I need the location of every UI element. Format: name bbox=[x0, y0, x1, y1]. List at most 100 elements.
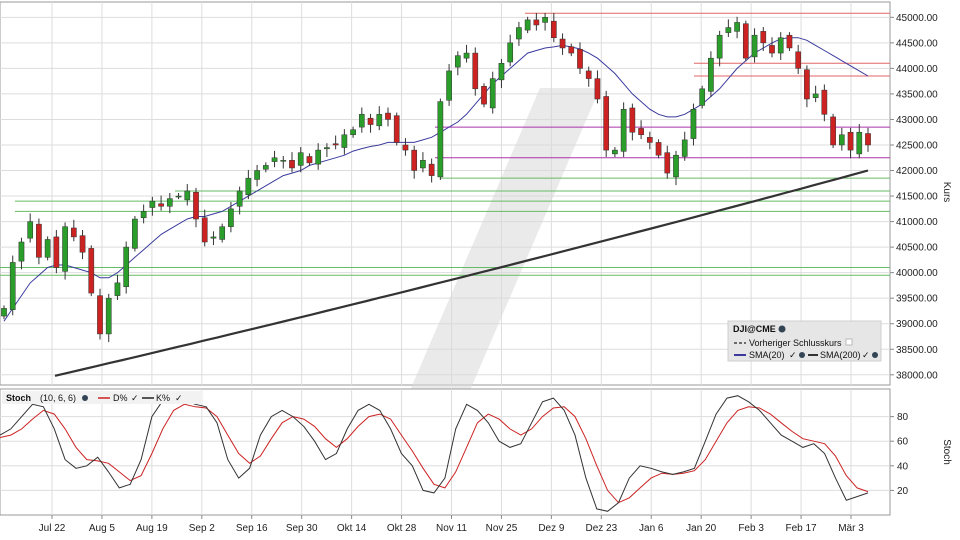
x-tick-label: Sep 30 bbox=[286, 523, 318, 534]
candle-body bbox=[18, 241, 25, 262]
candle-body bbox=[367, 117, 374, 125]
x-tick-label: Aug 5 bbox=[89, 523, 116, 534]
candle-body bbox=[838, 134, 845, 146]
candle-body bbox=[332, 143, 339, 146]
candle-body bbox=[865, 133, 871, 146]
legend-sma20: SMA(20) bbox=[749, 350, 785, 360]
candle-body bbox=[446, 70, 452, 101]
candle-body bbox=[166, 198, 173, 207]
globe-icon[interactable] bbox=[82, 395, 88, 401]
x-tick-label: Jul 22 bbox=[39, 523, 66, 534]
watermark-logo bbox=[380, 88, 600, 460]
candle-body bbox=[175, 195, 182, 198]
check-icon[interactable]: ✓ bbox=[175, 393, 183, 403]
support-resistance-lines bbox=[0, 12, 890, 276]
y-tick-label: 41000.00 bbox=[896, 217, 938, 228]
candle-body bbox=[725, 27, 732, 33]
candle-body bbox=[516, 27, 522, 40]
check-icon[interactable]: ✓ bbox=[862, 350, 870, 360]
stoch-k-line bbox=[0, 395, 869, 512]
check-icon[interactable]: ✓ bbox=[131, 393, 139, 403]
sma200-line bbox=[54, 169, 869, 377]
y-tick-label: 44500.00 bbox=[896, 38, 938, 49]
candle-body bbox=[1, 308, 7, 317]
candle-body bbox=[236, 190, 243, 207]
legend-sma200: SMA(200) bbox=[820, 350, 861, 360]
price-axis-label: Kurs bbox=[941, 182, 952, 203]
y-tick-label: 43500.00 bbox=[896, 89, 938, 100]
candle-body bbox=[219, 226, 226, 240]
x-tick-label: Jan 6 bbox=[639, 523, 664, 534]
y-tick-label: 39500.00 bbox=[896, 294, 938, 305]
legend-title: DJI@CME bbox=[733, 324, 776, 334]
stoch-tick-label: 80 bbox=[897, 412, 909, 423]
stoch-axis-label: Stoch bbox=[941, 439, 952, 465]
y-tick-label: 40000.00 bbox=[896, 268, 938, 279]
candle-body bbox=[699, 88, 706, 106]
candle-body bbox=[524, 19, 531, 31]
candle-body bbox=[454, 55, 461, 68]
globe-icon[interactable] bbox=[872, 352, 878, 358]
y-tick-label: 42000.00 bbox=[896, 166, 938, 177]
candle-body bbox=[393, 115, 400, 143]
candle-body bbox=[105, 297, 112, 335]
candle-body bbox=[70, 227, 77, 238]
candle-body bbox=[376, 114, 383, 127]
y-tick-label: 38500.00 bbox=[896, 345, 938, 356]
candle-body bbox=[795, 51, 802, 69]
candle-body bbox=[341, 134, 348, 148]
y-tick-label: 40500.00 bbox=[896, 243, 938, 254]
candle-body bbox=[664, 152, 671, 174]
globe-icon[interactable] bbox=[778, 325, 786, 333]
candle-body bbox=[489, 78, 496, 109]
candle-body bbox=[210, 236, 217, 239]
candle-body bbox=[568, 46, 575, 54]
candle-body bbox=[804, 69, 810, 100]
candle-body bbox=[201, 217, 208, 243]
candle-body bbox=[306, 156, 313, 164]
candle-body bbox=[27, 221, 34, 239]
stoch-d-line bbox=[0, 403, 869, 504]
legend-checkbox[interactable] bbox=[845, 338, 853, 346]
candle-body bbox=[132, 218, 138, 249]
stoch-tick-label: 20 bbox=[897, 486, 909, 497]
x-tick-label: Nov 11 bbox=[436, 523, 467, 534]
candle-body bbox=[786, 34, 793, 49]
y-tick-label: 39000.00 bbox=[896, 319, 938, 330]
candle-body bbox=[123, 246, 130, 287]
candle-body bbox=[44, 239, 51, 258]
date-axis: Jul 22 Aug 5 Aug 19 Sep 2 Sep 16 Sep 30 Okt 14… bbox=[39, 515, 864, 534]
candle-body bbox=[420, 160, 426, 169]
candle-body bbox=[97, 295, 103, 335]
x-tick-label: Sep 2 bbox=[189, 523, 216, 534]
candle-body bbox=[673, 154, 679, 178]
candle-body bbox=[603, 96, 610, 151]
candle-body bbox=[690, 108, 697, 139]
candle-body bbox=[463, 52, 470, 59]
candle-body bbox=[559, 38, 566, 49]
y-tick-label: 43000.00 bbox=[896, 115, 938, 126]
candle-body bbox=[297, 152, 304, 166]
candle-body bbox=[629, 107, 636, 133]
candle-body bbox=[36, 223, 42, 258]
candle-body bbox=[751, 34, 758, 58]
x-tick-label: Dez 23 bbox=[585, 523, 617, 534]
y-tick-label: 41500.00 bbox=[896, 192, 938, 203]
candle-body bbox=[62, 226, 68, 272]
candle-body bbox=[830, 116, 836, 146]
stoch-axis: 20 40 60 80 bbox=[890, 412, 909, 497]
candle-body bbox=[271, 157, 278, 162]
candle-body bbox=[158, 203, 164, 207]
candle-body bbox=[734, 22, 740, 32]
candle-body bbox=[228, 208, 234, 227]
check-icon[interactable]: ✓ bbox=[789, 350, 797, 360]
candle-body bbox=[315, 149, 322, 165]
candle-body bbox=[254, 170, 260, 180]
globe-icon[interactable] bbox=[799, 352, 805, 358]
x-tick-label: Dez 9 bbox=[538, 523, 565, 534]
candle-body bbox=[350, 129, 356, 136]
candlesticks bbox=[1, 12, 871, 343]
candle-body bbox=[411, 149, 418, 171]
x-tick-label: Nov 25 bbox=[486, 523, 518, 534]
